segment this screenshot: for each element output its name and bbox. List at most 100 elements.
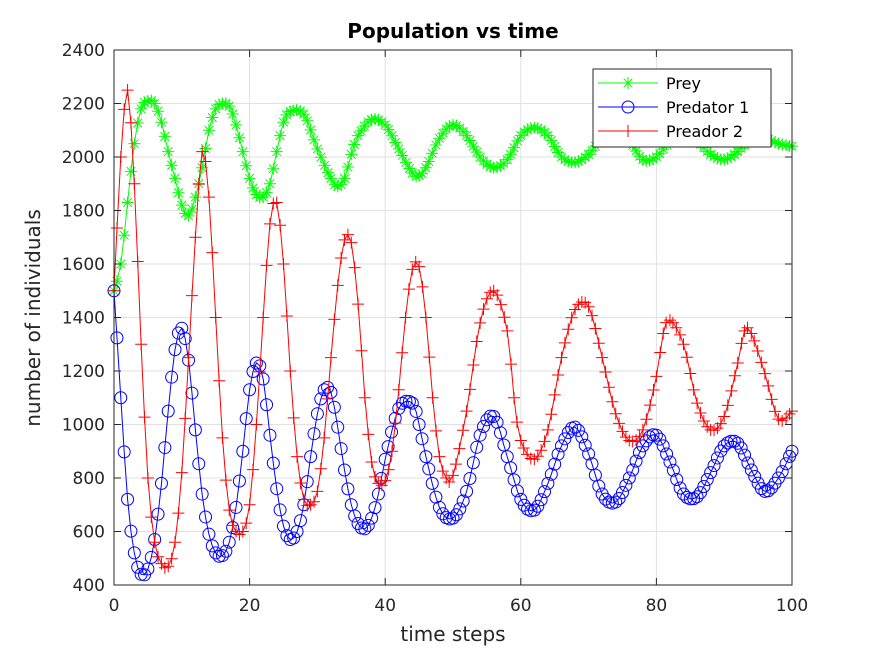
data-point-prey [704, 148, 717, 161]
data-point-prey [531, 122, 544, 135]
data-point-predator-2 [545, 408, 558, 421]
x-axis-label: time steps [400, 622, 505, 646]
data-point-prey [202, 124, 215, 137]
data-point-prey [257, 191, 270, 204]
data-point-predator-2 [209, 311, 222, 324]
data-point-prey [348, 138, 361, 151]
data-point-prey [372, 113, 385, 126]
data-point-predator-1 [738, 448, 752, 462]
data-point-predator-2 [505, 358, 518, 371]
data-point-predator-2 [718, 410, 731, 423]
data-point-predator-2 [762, 379, 775, 392]
data-point-predator-1 [619, 478, 633, 492]
data-point-predator-2 [267, 197, 280, 210]
data-point-predator-1 [493, 426, 507, 440]
data-point-prey [379, 118, 392, 131]
legend-marker-predator-2 [622, 125, 634, 137]
data-point-predator-1 [331, 420, 345, 434]
data-point-predator-1 [270, 482, 284, 496]
data-point-predator-2 [430, 424, 443, 437]
data-point-predator-2 [436, 465, 449, 478]
data-point-predator-1 [402, 394, 416, 408]
data-point-predator-1 [710, 451, 724, 465]
data-point-prey [657, 143, 670, 156]
data-point-predator-2 [731, 356, 744, 369]
data-point-predator-1 [521, 502, 535, 516]
data-point-prey [508, 141, 521, 154]
data-point-predator-2 [575, 295, 588, 308]
data-point-predator-1 [741, 456, 755, 470]
y-tick-label: 1400 [62, 309, 105, 329]
data-point-predator-2 [250, 418, 263, 431]
data-point-predator-1 [185, 386, 199, 400]
data-point-predator-2 [196, 145, 209, 158]
data-point-predator-2 [619, 431, 632, 444]
data-point-predator-2 [721, 399, 734, 412]
data-point-predator-1 [219, 544, 233, 558]
data-point-predator-1 [477, 420, 491, 434]
data-point-prey [169, 172, 182, 185]
y-tick-label: 1800 [62, 202, 105, 222]
data-point-predator-1 [327, 400, 341, 414]
data-point-predator-2 [301, 499, 314, 512]
data-point-prey [179, 207, 192, 220]
data-point-predator-1 [114, 391, 128, 405]
data-point-predator-2 [508, 391, 521, 404]
data-point-prey [636, 153, 649, 166]
data-point-predator-2 [128, 177, 141, 190]
data-point-prey [172, 186, 185, 199]
data-point-prey [182, 209, 195, 222]
data-point-predator-2 [226, 519, 239, 532]
data-point-prey [196, 161, 209, 174]
data-point-predator-2 [650, 370, 663, 383]
data-point-predator-2 [396, 346, 409, 359]
data-point-predator-2 [162, 560, 175, 573]
data-point-predator-2 [748, 334, 761, 347]
data-point-predator-1 [463, 472, 477, 486]
data-point-predator-1 [209, 546, 223, 560]
data-point-predator-2 [501, 324, 514, 337]
data-point-prey [494, 159, 507, 172]
data-point-predator-2 [447, 469, 459, 482]
chart-title: Population vs time [347, 19, 558, 43]
data-point-predator-2 [755, 356, 768, 369]
data-point-prey [501, 153, 514, 166]
data-point-prey [158, 130, 171, 143]
data-point-prey [422, 155, 435, 168]
data-point-predator-2 [294, 477, 307, 490]
data-point-predator-2 [131, 255, 144, 268]
data-point-predator-1 [582, 447, 596, 461]
data-point-predator-1 [629, 454, 643, 468]
data-point-prey [152, 105, 165, 118]
data-point-predator-2 [341, 228, 354, 241]
data-point-prey [230, 118, 243, 131]
data-point-prey [647, 153, 660, 166]
data-point-predator-2 [257, 311, 270, 324]
data-point-predator-2 [345, 236, 358, 249]
data-point-predator-1 [307, 427, 321, 441]
y-tick-label: 2200 [62, 95, 105, 115]
data-point-predator-2 [328, 313, 341, 326]
data-point-predator-1 [127, 546, 141, 560]
data-point-predator-2 [318, 431, 331, 444]
data-point-predator-1 [531, 499, 545, 513]
data-point-predator-1 [124, 524, 138, 538]
data-point-prey [328, 178, 341, 191]
data-point-prey [185, 202, 198, 215]
data-point-prey [765, 134, 778, 147]
data-point-predator-1 [497, 438, 511, 452]
data-point-predator-1 [192, 457, 206, 471]
data-point-predator-1 [399, 394, 413, 408]
data-point-predator-1 [378, 452, 392, 466]
data-point-predator-1 [548, 457, 562, 471]
data-point-prey [138, 96, 151, 109]
data-point-prey [524, 122, 537, 135]
data-point-prey [213, 98, 226, 111]
data-point-predator-1 [351, 516, 365, 530]
data-point-predator-2 [494, 298, 507, 311]
data-point-predator-2 [213, 374, 226, 387]
data-point-predator-1 [144, 550, 158, 564]
data-point-predator-2 [714, 417, 727, 430]
data-point-predator-2 [640, 413, 653, 426]
